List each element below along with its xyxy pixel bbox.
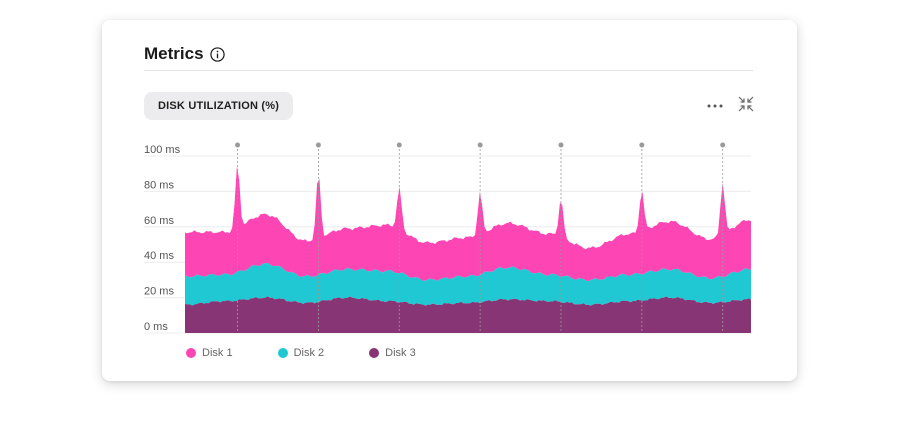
spike-marker-dot[interactable]: [315, 142, 321, 148]
metric-chip-disk-utilization[interactable]: DISK UTILIZATION (%): [144, 92, 294, 120]
card-header: Metrics: [144, 44, 225, 64]
area-series: [185, 166, 751, 333]
y-tick-label: 20 ms: [144, 286, 174, 298]
metrics-card: Metrics DISK UTILIZATION (%) 0 ms 20 ms 40…: [102, 20, 797, 381]
spike-marker-dot[interactable]: [477, 142, 483, 148]
series-disk-1-area: [185, 166, 751, 282]
header-divider: [144, 70, 753, 71]
info-icon[interactable]: [209, 46, 225, 62]
y-tick-label: 80 ms: [144, 179, 174, 191]
chart-legend: Disk 1 Disk 2 Disk 3: [186, 347, 461, 359]
y-tick-label: 40 ms: [144, 250, 174, 262]
collapse-icon[interactable]: [738, 96, 754, 112]
spike-marker-dot[interactable]: [639, 142, 645, 148]
spike-markers: [235, 142, 726, 333]
spike-marker-dot[interactable]: [235, 142, 241, 148]
legend-item-disk-2[interactable]: Disk 2: [277, 347, 325, 359]
legend-item-disk-3[interactable]: Disk 3: [369, 347, 416, 359]
card-title: Metrics: [144, 44, 204, 63]
legend-swatch-disk-2: [277, 348, 288, 358]
spike-marker-dot[interactable]: [720, 142, 726, 148]
legend-swatch-disk-1: [186, 348, 196, 358]
spike-marker-dot[interactable]: [396, 142, 402, 148]
more-horizontal-icon[interactable]: [706, 98, 726, 112]
legend-label-disk-1: Disk 1: [202, 347, 233, 359]
legend-item-disk-1[interactable]: Disk 1: [186, 347, 233, 359]
y-axis-ticks: 0 ms 20 ms 40 ms 60 ms 80 ms 100 ms: [144, 144, 181, 333]
y-tick-label: 100 ms: [144, 144, 181, 156]
legend-label-disk-2: Disk 2: [293, 347, 325, 359]
spike-marker-dot[interactable]: [558, 142, 564, 148]
series-disk-2-area: [185, 263, 751, 306]
disk-utilization-chart: 0 ms 20 ms 40 ms 60 ms 80 ms 100 ms: [144, 142, 751, 334]
legend-swatch-disk-3: [369, 348, 380, 358]
series-disk-3-area: [185, 296, 751, 333]
y-tick-label: 60 ms: [144, 215, 174, 227]
y-tick-label: 0 ms: [144, 321, 168, 333]
legend-label-disk-3: Disk 3: [385, 347, 416, 359]
